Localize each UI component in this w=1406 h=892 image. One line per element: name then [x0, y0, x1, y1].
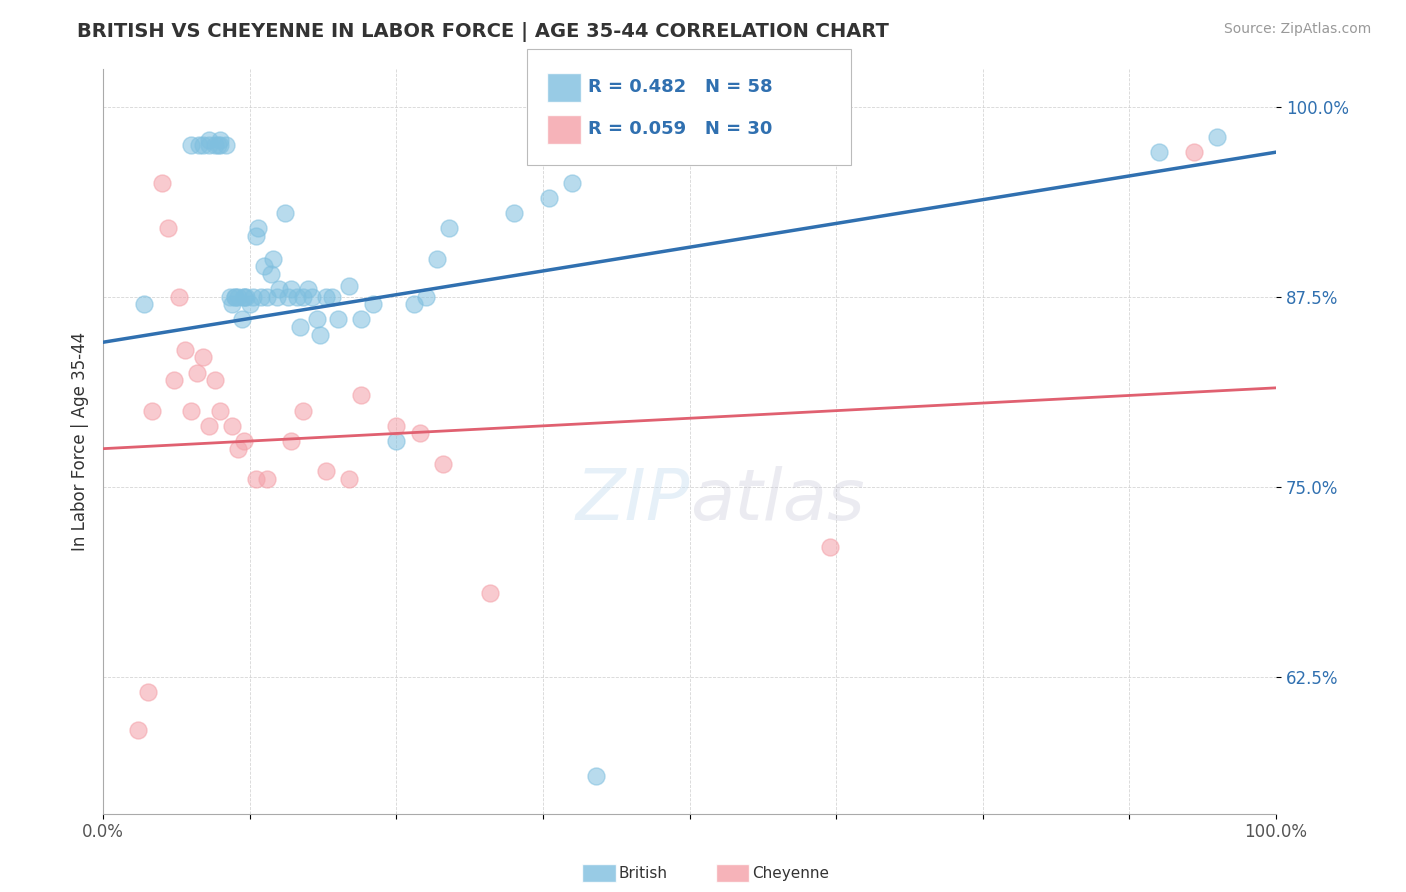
- Point: [232, 434, 254, 448]
- Point: [197, 418, 219, 433]
- Point: [291, 403, 314, 417]
- Text: atlas: atlas: [689, 467, 865, 535]
- Point: [169, 290, 191, 304]
- Point: [385, 434, 408, 448]
- Point: [402, 297, 425, 311]
- Point: [245, 228, 267, 243]
- Point: [141, 403, 163, 417]
- Point: [339, 472, 361, 486]
- Point: [221, 418, 243, 433]
- Point: [290, 320, 312, 334]
- Point: [186, 366, 208, 380]
- Point: [218, 290, 240, 304]
- Point: [224, 290, 246, 304]
- Point: [479, 586, 502, 600]
- Point: [191, 137, 214, 152]
- Point: [197, 133, 219, 147]
- Point: [204, 137, 226, 152]
- Point: [235, 290, 257, 304]
- Point: [326, 312, 349, 326]
- Text: R = 0.059   N = 30: R = 0.059 N = 30: [588, 120, 772, 138]
- Point: [239, 297, 262, 311]
- Point: [204, 373, 226, 387]
- Point: [209, 137, 232, 152]
- Point: [274, 206, 297, 220]
- Text: British: British: [619, 866, 668, 880]
- Point: [209, 403, 232, 417]
- Point: [339, 279, 361, 293]
- Text: Cheyenne: Cheyenne: [752, 866, 830, 880]
- Point: [277, 290, 299, 304]
- Point: [1182, 145, 1205, 160]
- Point: [221, 297, 243, 311]
- Point: [224, 290, 246, 304]
- Point: [188, 137, 211, 152]
- Point: [350, 312, 373, 326]
- Point: [561, 176, 583, 190]
- Point: [174, 343, 197, 357]
- Point: [136, 685, 159, 699]
- Point: [246, 221, 269, 235]
- Point: [134, 297, 156, 311]
- Point: [315, 465, 337, 479]
- Point: [256, 472, 278, 486]
- Point: [191, 351, 214, 365]
- Point: [321, 290, 343, 304]
- Y-axis label: In Labor Force | Age 35-44: In Labor Force | Age 35-44: [72, 332, 89, 550]
- Point: [285, 290, 308, 304]
- Point: [250, 290, 273, 304]
- Point: [585, 768, 607, 782]
- Point: [297, 282, 319, 296]
- Point: [262, 252, 284, 266]
- Point: [266, 290, 288, 304]
- Text: Source: ZipAtlas.com: Source: ZipAtlas.com: [1223, 22, 1371, 37]
- Point: [226, 442, 249, 456]
- Text: BRITISH VS CHEYENNE IN LABOR FORCE | AGE 35-44 CORRELATION CHART: BRITISH VS CHEYENNE IN LABOR FORCE | AGE…: [77, 22, 889, 42]
- Point: [280, 282, 302, 296]
- Point: [162, 373, 184, 387]
- Point: [305, 312, 328, 326]
- Point: [127, 723, 149, 737]
- Point: [280, 434, 302, 448]
- Point: [385, 418, 408, 433]
- Point: [226, 290, 249, 304]
- Point: [820, 541, 842, 555]
- Point: [309, 327, 332, 342]
- Point: [150, 176, 173, 190]
- Point: [242, 290, 264, 304]
- Point: [180, 403, 202, 417]
- Point: [232, 290, 254, 304]
- Point: [197, 137, 219, 152]
- Point: [1206, 130, 1229, 145]
- Point: [231, 312, 253, 326]
- Text: R = 0.482   N = 58: R = 0.482 N = 58: [588, 78, 772, 96]
- Point: [209, 133, 232, 147]
- Point: [426, 252, 449, 266]
- Point: [415, 290, 437, 304]
- Point: [537, 191, 560, 205]
- Point: [256, 290, 278, 304]
- Point: [409, 426, 432, 441]
- Point: [207, 137, 229, 152]
- Text: ZIP: ZIP: [575, 467, 689, 535]
- Point: [156, 221, 179, 235]
- Point: [301, 290, 323, 304]
- Point: [361, 297, 384, 311]
- Point: [315, 290, 337, 304]
- Point: [1147, 145, 1170, 160]
- Point: [245, 472, 267, 486]
- Point: [253, 259, 276, 273]
- Point: [350, 388, 373, 402]
- Point: [215, 137, 238, 152]
- Point: [232, 290, 254, 304]
- Point: [502, 206, 524, 220]
- Point: [437, 221, 460, 235]
- Point: [180, 137, 202, 152]
- Point: [432, 457, 454, 471]
- Point: [267, 282, 290, 296]
- Point: [291, 290, 314, 304]
- Point: [260, 267, 283, 281]
